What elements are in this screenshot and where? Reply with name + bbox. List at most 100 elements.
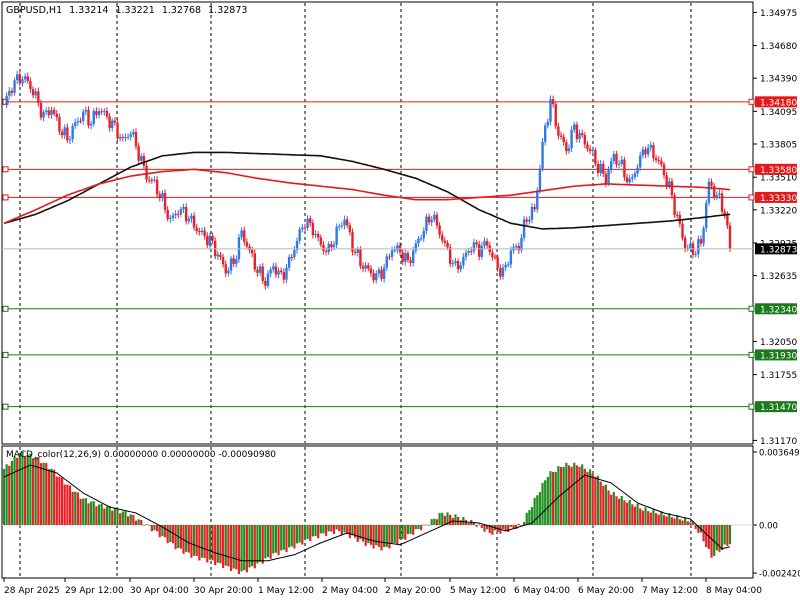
candle-body — [224, 264, 227, 274]
macd-bar — [372, 525, 375, 549]
candle-body — [166, 209, 169, 220]
macd-bar — [588, 469, 592, 525]
candle-body — [237, 237, 241, 260]
macd-bar — [227, 525, 230, 567]
macd-bar — [8, 465, 11, 525]
candle-body — [559, 135, 563, 137]
macd-bar — [596, 475, 600, 525]
candle-body — [287, 257, 291, 268]
macd-bar — [636, 503, 639, 525]
level-handle — [748, 305, 755, 312]
macd-bar — [530, 506, 534, 525]
macd-bar — [541, 482, 544, 525]
level-price-labels: 1.34180 1.33580 1.33330 1.32340 1.31930 1.314… — [755, 96, 797, 413]
candle-body — [705, 203, 708, 229]
candle-body — [472, 242, 476, 252]
candle-body — [591, 150, 594, 152]
candle-body — [644, 149, 647, 155]
macd-bar — [390, 525, 394, 544]
macd-bar — [290, 525, 293, 547]
time-tick-label: 30 Apr 04:00 — [130, 586, 189, 596]
candle-body — [430, 219, 433, 223]
macd-bar — [689, 522, 692, 525]
macd-bar — [285, 525, 288, 553]
price-axis[interactable]: 1.34975 1.34680 1.34390 1.34095 1.33805 1.335… — [753, 9, 797, 447]
macd-bar — [222, 525, 225, 569]
level-label-bg — [755, 401, 797, 413]
macd-bar — [277, 525, 280, 556]
macd-bar — [454, 514, 457, 525]
candle-body — [58, 117, 61, 132]
candle-body — [250, 249, 254, 254]
macd-bar — [420, 525, 423, 531]
macd-bar — [55, 476, 58, 525]
chart-header: GBPUSD,H1 1.33214 1.33221 1.32768 1.3287… — [6, 5, 247, 16]
price-tick-label: 1.34975 — [760, 9, 797, 19]
candle-body — [517, 245, 520, 251]
macd-bar — [726, 525, 729, 546]
macd-bar — [414, 525, 417, 530]
macd-bar — [198, 525, 201, 561]
candle-body — [536, 190, 539, 210]
candle-body — [319, 237, 322, 245]
candle-body — [293, 249, 296, 258]
candle-body — [435, 214, 439, 226]
macd-bar — [232, 525, 235, 569]
candle-body — [148, 179, 151, 181]
candle-body — [501, 267, 505, 277]
candle-body — [567, 148, 571, 152]
macd-bar — [206, 525, 209, 563]
macd-bar — [660, 511, 663, 525]
macd-panel[interactable]: MACD_color(12,26,9) 0.00000000 0.0000000… — [1, 445, 754, 579]
macd-bar — [694, 525, 697, 529]
macd-bar — [618, 498, 621, 525]
macd-bar — [615, 496, 618, 525]
macd-bar — [515, 525, 518, 529]
macd-bar — [140, 520, 143, 525]
macd-bar — [192, 525, 196, 556]
candle-body — [282, 272, 286, 280]
candle-body — [327, 244, 330, 253]
candle-body — [245, 241, 249, 247]
macd-bar — [604, 484, 608, 525]
candle-body — [507, 264, 510, 266]
candle-body — [575, 124, 579, 139]
time-axis[interactable]: 28 Apr 2025 29 Apr 12:00 30 Apr 04:00 30 Ap… — [3, 578, 762, 596]
candle-body — [21, 79, 24, 84]
macd-bar — [174, 525, 177, 550]
macd-bar — [60, 477, 64, 525]
macd-bar — [153, 525, 156, 531]
macd-bar — [216, 525, 219, 563]
candle-body — [290, 257, 293, 259]
candle-body — [285, 267, 288, 280]
candle-body — [66, 127, 69, 141]
macd-bar — [105, 506, 109, 525]
macd-bar — [441, 512, 444, 525]
candle-body — [586, 144, 589, 149]
candle-body — [504, 264, 507, 268]
candles — [5, 70, 732, 290]
macd-bar — [2, 468, 6, 525]
macd-bar — [258, 525, 262, 562]
candle-body — [417, 238, 420, 244]
macd-bar — [528, 510, 531, 525]
candle-body — [216, 254, 220, 257]
candle-body — [628, 178, 631, 183]
candle-body — [111, 120, 114, 128]
candle-body — [211, 235, 214, 241]
candle-body — [42, 112, 45, 118]
macd-bar — [691, 522, 695, 525]
candle-body — [150, 179, 154, 181]
candle-body — [322, 244, 325, 251]
macd-bar — [628, 499, 631, 525]
candle-body — [153, 179, 156, 181]
macd-bar — [472, 522, 476, 525]
candle-body — [446, 242, 449, 248]
macd-bar — [438, 513, 441, 525]
level-label-bg — [755, 96, 797, 108]
macd-bar — [356, 525, 359, 542]
price-panel[interactable]: GBPUSD,H1 1.33214 1.33221 1.32768 1.3287… — [1, 1, 755, 445]
candle-body — [256, 269, 259, 273]
candle-body — [689, 243, 692, 249]
